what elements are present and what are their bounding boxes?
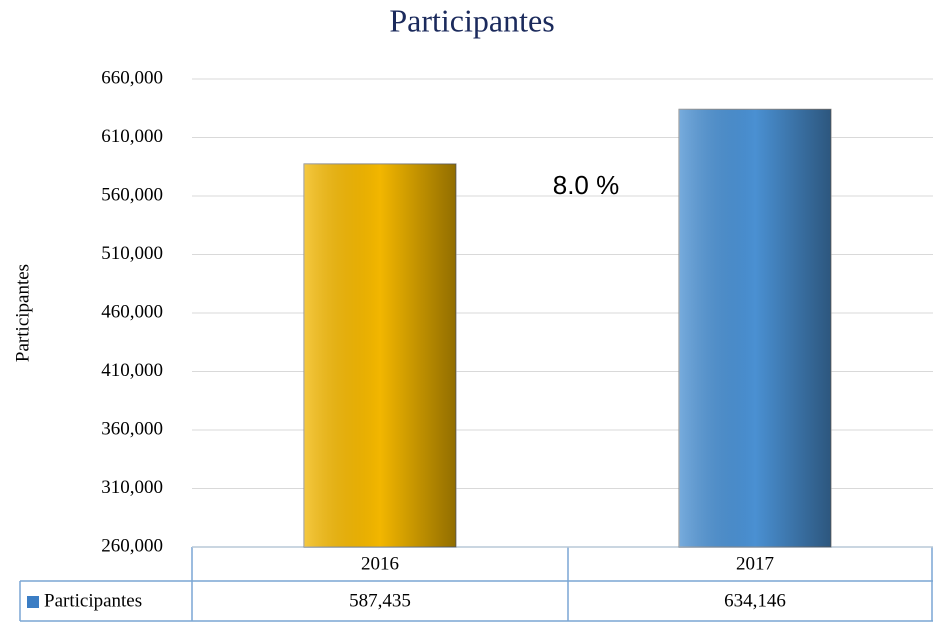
y-tick-label: 460,000 (101, 301, 163, 322)
table-value: 587,435 (349, 590, 411, 611)
x-tick-label: 2016 (361, 553, 399, 574)
annotation: 8.0 % (553, 170, 620, 200)
table-value: 634,146 (724, 590, 786, 611)
y-tick-label: 610,000 (101, 126, 163, 147)
table (19, 546, 933, 622)
bar (678, 108, 832, 548)
legend-label: Participantes (44, 590, 142, 611)
y-axis-label: Participantes (12, 264, 33, 362)
y-tick-label: 660,000 (101, 67, 163, 88)
chart-title: Participantes (389, 2, 554, 38)
y-tick-label: 360,000 (101, 418, 163, 439)
y-tick-label: 510,000 (101, 243, 163, 264)
y-tick-label: 260,000 (101, 535, 163, 556)
y-tick-label: 560,000 (101, 184, 163, 205)
x-tick-label: 2017 (736, 553, 774, 574)
y-tick-label: 410,000 (101, 360, 163, 381)
bar (303, 163, 457, 548)
legend-marker (27, 596, 39, 608)
y-tick-label: 310,000 (101, 477, 163, 498)
